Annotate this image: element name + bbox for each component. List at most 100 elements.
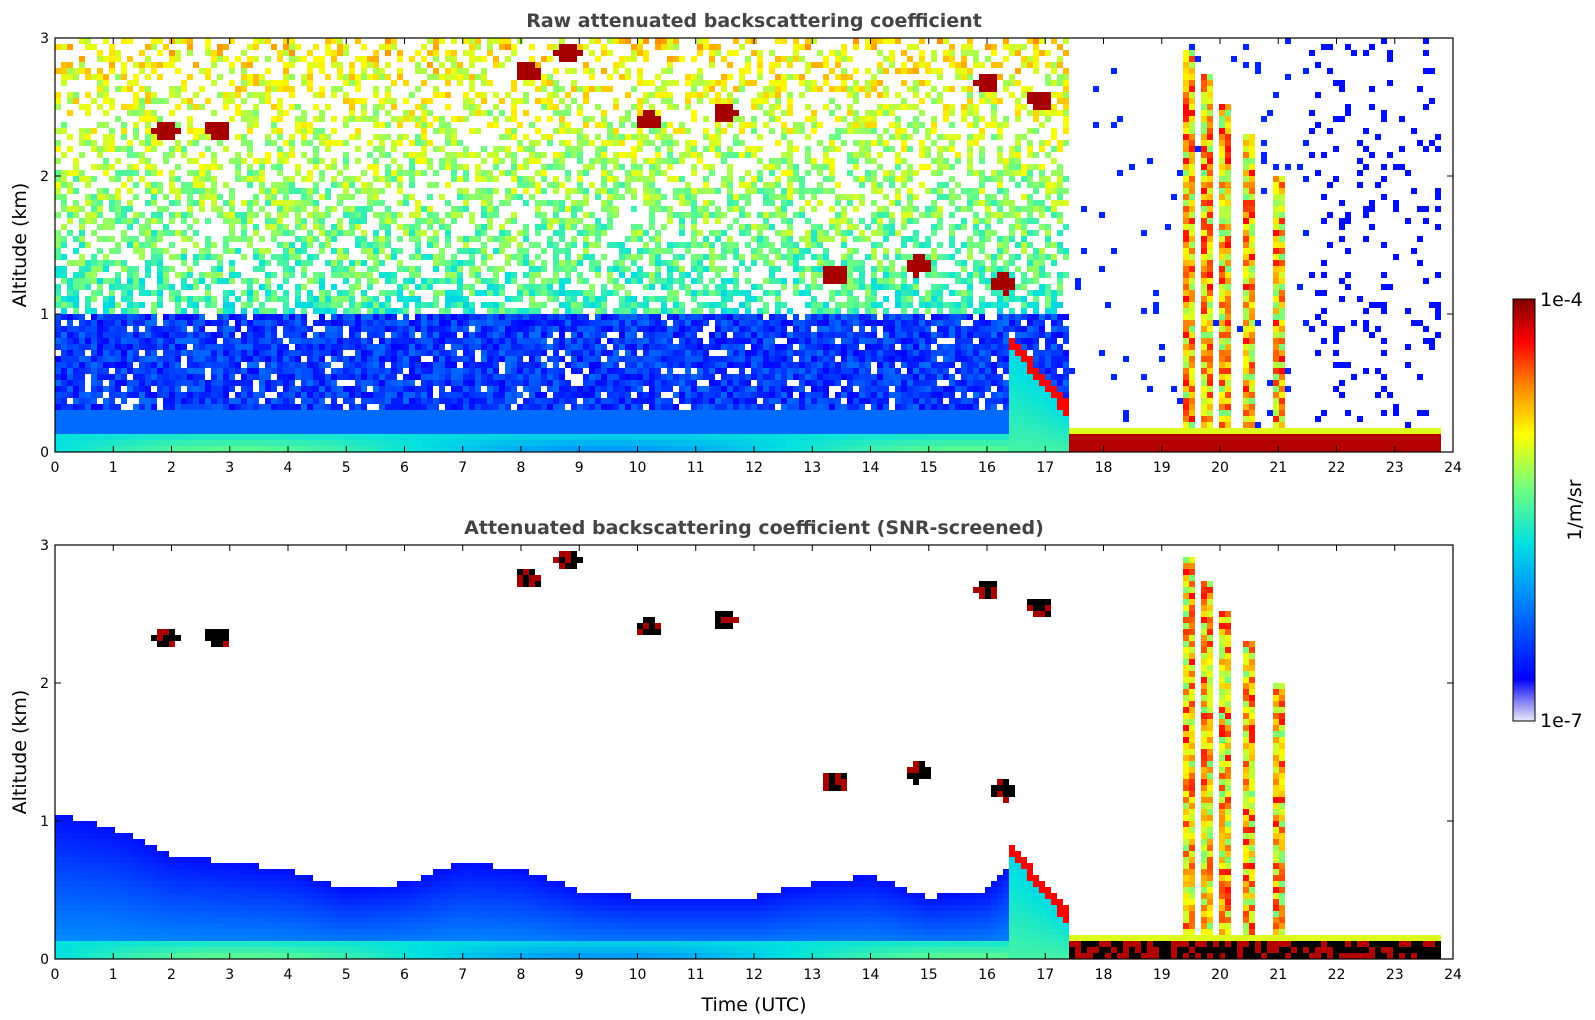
heatmap-cell [247, 374, 253, 380]
heatmap-cell [463, 422, 469, 428]
heatmap-cell [631, 278, 637, 284]
heatmap-cell [331, 326, 337, 332]
heatmap-cell [643, 416, 649, 422]
heatmap-cell [301, 362, 307, 368]
heatmap-cell [145, 170, 151, 176]
heatmap-cell [475, 272, 481, 278]
heatmap-cell [163, 248, 169, 254]
heatmap-cell [667, 332, 673, 338]
heatmap-cell [205, 356, 211, 362]
heatmap-cell [115, 404, 121, 410]
heatmap-cell [607, 194, 613, 200]
heatmap-cell [205, 332, 211, 338]
heatmap-cell [349, 422, 355, 428]
heatmap-cell [649, 326, 655, 332]
heatmap-cell [703, 374, 709, 380]
heatmap-cell [601, 68, 607, 74]
heatmap-cell [703, 410, 709, 416]
heatmap-cell [577, 272, 583, 278]
heatmap-cell [643, 134, 649, 140]
heatmap-cell [157, 248, 163, 254]
heatmap-cell [655, 422, 661, 428]
heatmap-cell [361, 410, 367, 416]
heatmap-cell [589, 422, 595, 428]
heatmap-cell [649, 116, 655, 122]
heatmap-cell [259, 368, 265, 374]
heatmap-cell [151, 308, 157, 314]
heatmap-cell [439, 260, 445, 266]
heatmap-cell [451, 254, 457, 260]
heatmap-cell [373, 440, 379, 446]
heatmap-cell [229, 362, 235, 368]
heatmap-cell [601, 158, 607, 164]
heatmap-cell [589, 320, 595, 326]
heatmap-cell [475, 362, 481, 368]
heatmap-cell [247, 416, 253, 422]
heatmap-cell [451, 50, 457, 56]
heatmap-cell [631, 260, 637, 266]
heatmap-cell [595, 380, 601, 386]
heatmap-cell [103, 56, 109, 62]
heatmap-cell [139, 302, 145, 308]
heatmap-cell [85, 338, 91, 344]
heatmap-cell [307, 278, 313, 284]
heatmap-cell [607, 206, 613, 212]
heatmap-cell [283, 446, 289, 452]
heatmap-cell [223, 404, 229, 410]
heatmap-cell [205, 446, 211, 452]
heatmap-cell [133, 194, 139, 200]
heatmap-cell [541, 248, 547, 254]
heatmap-cell [145, 338, 151, 344]
heatmap-cell [559, 56, 565, 62]
heatmap-cell [643, 338, 649, 344]
heatmap-cell [391, 368, 397, 374]
heatmap-cell [103, 362, 109, 368]
heatmap-cell [121, 392, 127, 398]
heatmap-cell [103, 74, 109, 80]
heatmap-cell [151, 260, 157, 266]
heatmap-cell [373, 368, 379, 374]
heatmap-cell [247, 368, 253, 374]
heatmap-cell [319, 242, 325, 248]
heatmap-cell [673, 296, 679, 302]
heatmap-cell [517, 62, 523, 68]
heatmap-cell [367, 314, 373, 320]
heatmap-cell [325, 404, 331, 410]
heatmap-cell [367, 392, 373, 398]
heatmap-cell [115, 416, 121, 422]
heatmap-cell [247, 392, 253, 398]
heatmap-cell [625, 308, 631, 314]
heatmap-cell [139, 356, 145, 362]
heatmap-cell [457, 446, 463, 452]
heatmap-cell [187, 188, 193, 194]
heatmap-cell [499, 158, 505, 164]
heatmap-cell [67, 278, 73, 284]
heatmap-cell [151, 116, 157, 122]
heatmap-cell [493, 56, 499, 62]
heatmap-cell [475, 38, 481, 44]
heatmap-cell [649, 398, 655, 404]
heatmap-cell [175, 338, 181, 344]
heatmap-cell [409, 176, 415, 182]
heatmap-cell [463, 446, 469, 452]
heatmap-cell [361, 314, 367, 320]
heatmap-cell [445, 434, 451, 440]
heatmap-cell [187, 200, 193, 206]
heatmap-cell [91, 416, 97, 422]
heatmap-cell [307, 62, 313, 68]
heatmap-cell [283, 272, 289, 278]
heatmap-cell [565, 338, 571, 344]
heatmap-cell [655, 128, 661, 134]
heatmap-cell [295, 116, 301, 122]
heatmap-cell [571, 212, 577, 218]
heatmap-cell [451, 212, 457, 218]
heatmap-cell [343, 422, 349, 428]
heatmap-cell [571, 266, 577, 272]
heatmap-cell [547, 134, 553, 140]
heatmap-cell [301, 386, 307, 392]
heatmap-cell [529, 410, 535, 416]
heatmap-cell [685, 242, 691, 248]
heatmap-cell [361, 398, 367, 404]
heatmap-cell [553, 278, 559, 284]
heatmap-cell [73, 272, 79, 278]
